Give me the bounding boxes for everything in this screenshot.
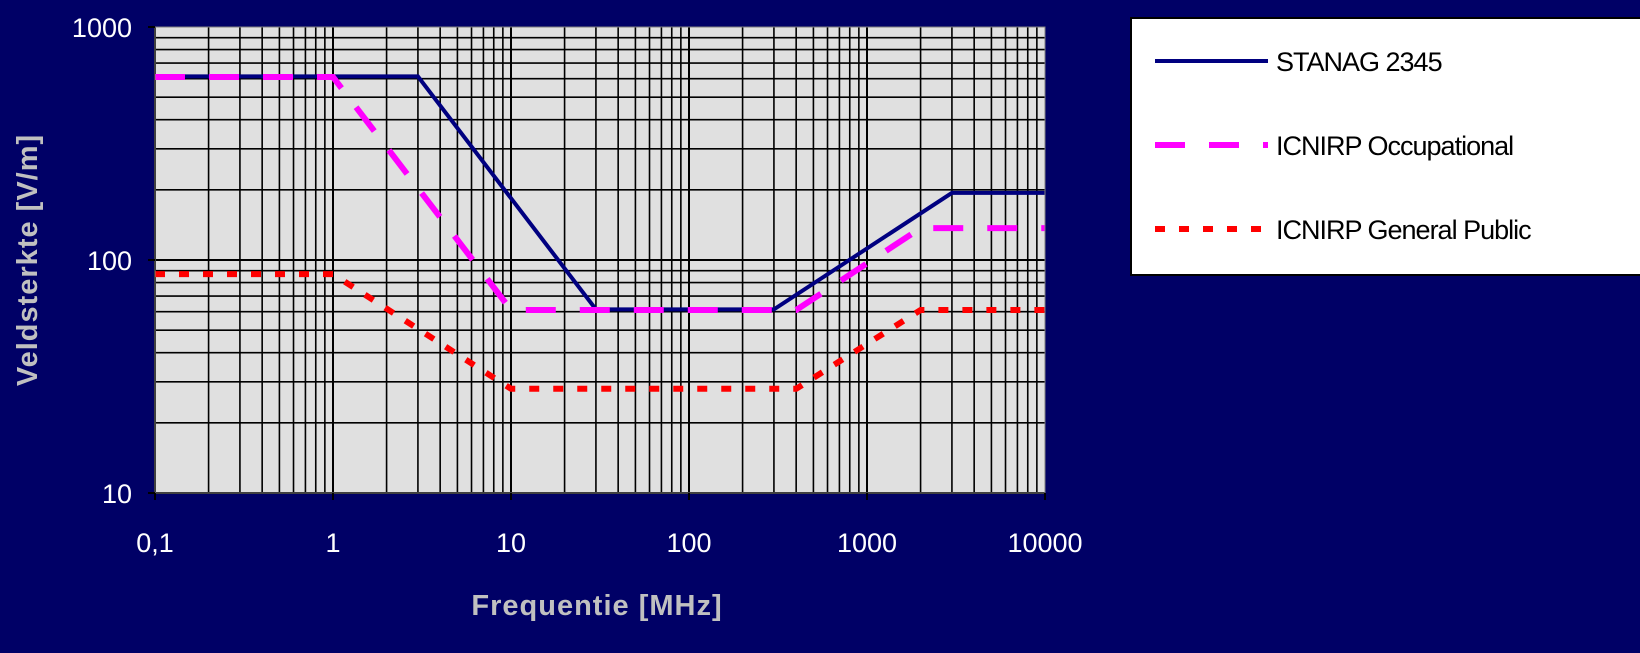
x-axis-title: Frequentie [MHz] <box>471 590 722 622</box>
x-tick-label: 1 <box>325 528 340 558</box>
legend-label-0: STANAG 2345 <box>1276 47 1442 77</box>
y-tick-label: 100 <box>87 246 132 276</box>
y-axis-title: Veldsterkte [V/m] <box>12 134 44 386</box>
x-tick-label: 100 <box>666 528 711 558</box>
grid <box>154 27 1045 494</box>
y-axis: 10 100 1000 <box>72 13 155 509</box>
legend-label-2: ICNIRP General Public <box>1276 215 1531 245</box>
series-line-2 <box>155 271 1045 392</box>
y-tick-label: 1000 <box>72 13 132 43</box>
series-layer <box>155 74 1045 392</box>
series-line-0 <box>155 74 1045 312</box>
x-tick-label: 10000 <box>1007 528 1082 558</box>
x-tick-label: 10 <box>496 528 526 558</box>
x-axis: 0,1 1 10 100 1000 10000 <box>136 493 1083 558</box>
x-tick-label: 1000 <box>837 528 897 558</box>
legend-label-1: ICNIRP Occupational <box>1276 131 1513 161</box>
x-tick-label: 0,1 <box>136 528 174 558</box>
y-tick-label: 10 <box>102 479 132 509</box>
legend: STANAG 2345 ICNIRP Occupational ICNIRP Gen… <box>1130 17 1640 276</box>
series-line-1 <box>155 74 1045 313</box>
